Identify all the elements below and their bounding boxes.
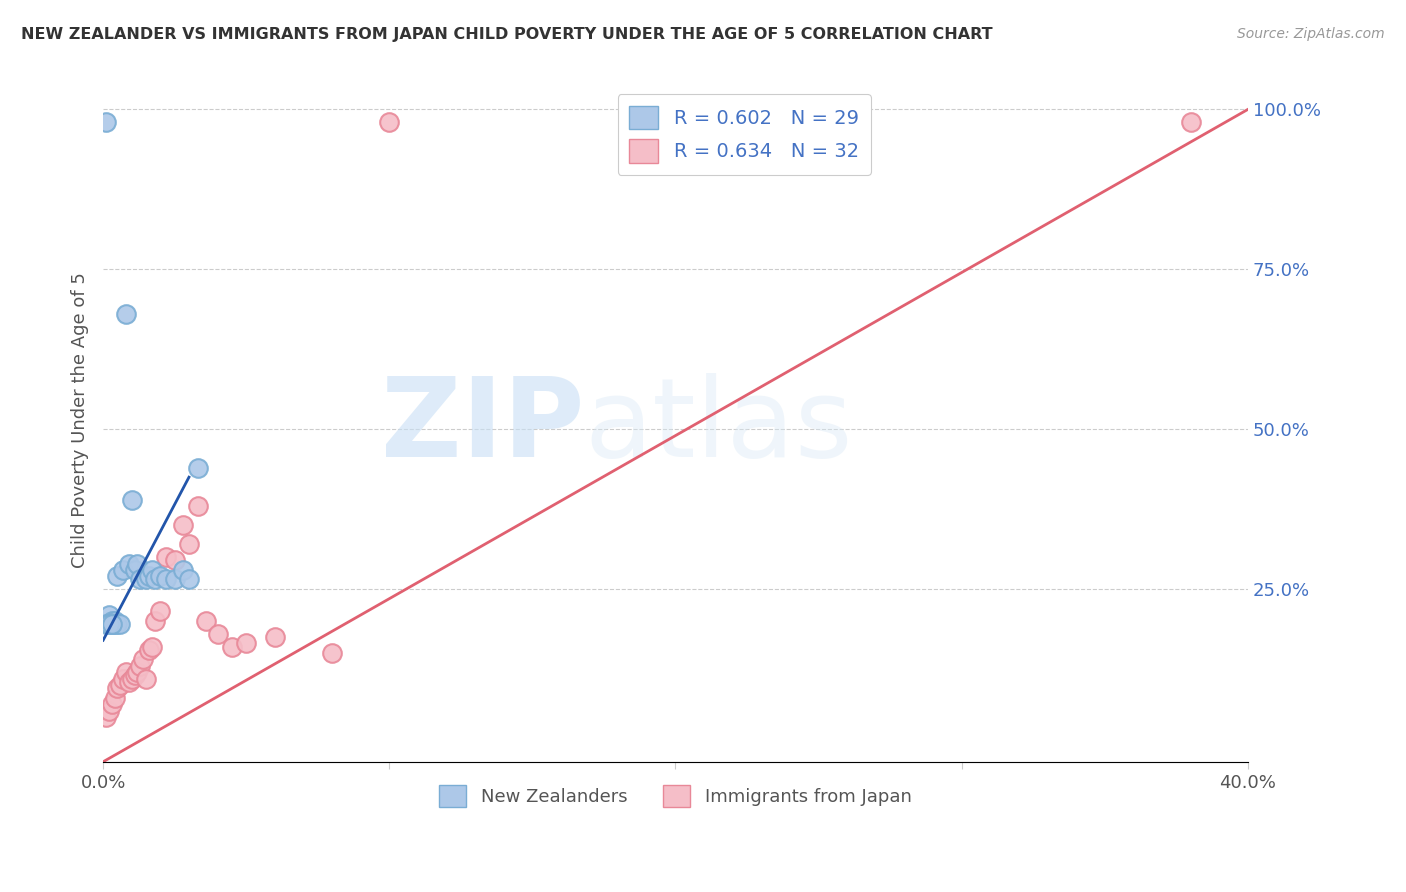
Point xyxy=(121,672,143,686)
Point xyxy=(107,617,129,632)
Point xyxy=(177,537,200,551)
Point xyxy=(177,573,200,587)
Point xyxy=(138,643,160,657)
Point xyxy=(187,460,209,475)
Point xyxy=(132,652,155,666)
Point xyxy=(94,115,117,129)
Point xyxy=(97,617,120,632)
Point xyxy=(124,563,146,577)
Point xyxy=(124,668,146,682)
Point xyxy=(118,557,141,571)
Point xyxy=(107,681,129,696)
Point xyxy=(103,690,125,705)
Point xyxy=(149,605,172,619)
Point xyxy=(127,665,149,680)
Point xyxy=(163,553,186,567)
Point xyxy=(103,614,125,628)
Point xyxy=(163,573,186,587)
Point xyxy=(135,573,157,587)
Point xyxy=(155,550,177,565)
Point xyxy=(100,617,122,632)
Text: Source: ZipAtlas.com: Source: ZipAtlas.com xyxy=(1237,27,1385,41)
Point xyxy=(112,672,135,686)
Point xyxy=(221,640,243,654)
Point xyxy=(94,710,117,724)
Point xyxy=(110,678,132,692)
Text: ZIP: ZIP xyxy=(381,373,583,480)
Point xyxy=(97,704,120,718)
Point xyxy=(187,499,209,513)
Point xyxy=(94,617,117,632)
Point xyxy=(207,627,229,641)
Point xyxy=(107,569,129,583)
Point xyxy=(138,569,160,583)
Point xyxy=(172,518,194,533)
Point xyxy=(112,563,135,577)
Point xyxy=(127,557,149,571)
Point xyxy=(100,697,122,711)
Point xyxy=(115,307,138,321)
Point xyxy=(100,614,122,628)
Point xyxy=(135,672,157,686)
Text: atlas: atlas xyxy=(583,373,852,480)
Y-axis label: Child Poverty Under the Age of 5: Child Poverty Under the Age of 5 xyxy=(72,272,89,567)
Point xyxy=(141,563,163,577)
Point xyxy=(110,617,132,632)
Point xyxy=(143,573,166,587)
Point xyxy=(1180,115,1202,129)
Point xyxy=(103,617,125,632)
Point xyxy=(129,658,152,673)
Point xyxy=(115,665,138,680)
Point xyxy=(155,573,177,587)
Point xyxy=(263,630,285,644)
Point xyxy=(100,617,122,632)
Point xyxy=(118,674,141,689)
Point xyxy=(195,614,218,628)
Point xyxy=(235,636,257,650)
Point xyxy=(141,640,163,654)
Legend: New Zealanders, Immigrants from Japan: New Zealanders, Immigrants from Japan xyxy=(432,778,920,814)
Point xyxy=(172,563,194,577)
Point xyxy=(143,614,166,628)
Text: NEW ZEALANDER VS IMMIGRANTS FROM JAPAN CHILD POVERTY UNDER THE AGE OF 5 CORRELAT: NEW ZEALANDER VS IMMIGRANTS FROM JAPAN C… xyxy=(21,27,993,42)
Point xyxy=(378,115,401,129)
Point xyxy=(321,646,343,660)
Point xyxy=(97,607,120,622)
Point xyxy=(149,569,172,583)
Point xyxy=(121,492,143,507)
Point xyxy=(129,573,152,587)
